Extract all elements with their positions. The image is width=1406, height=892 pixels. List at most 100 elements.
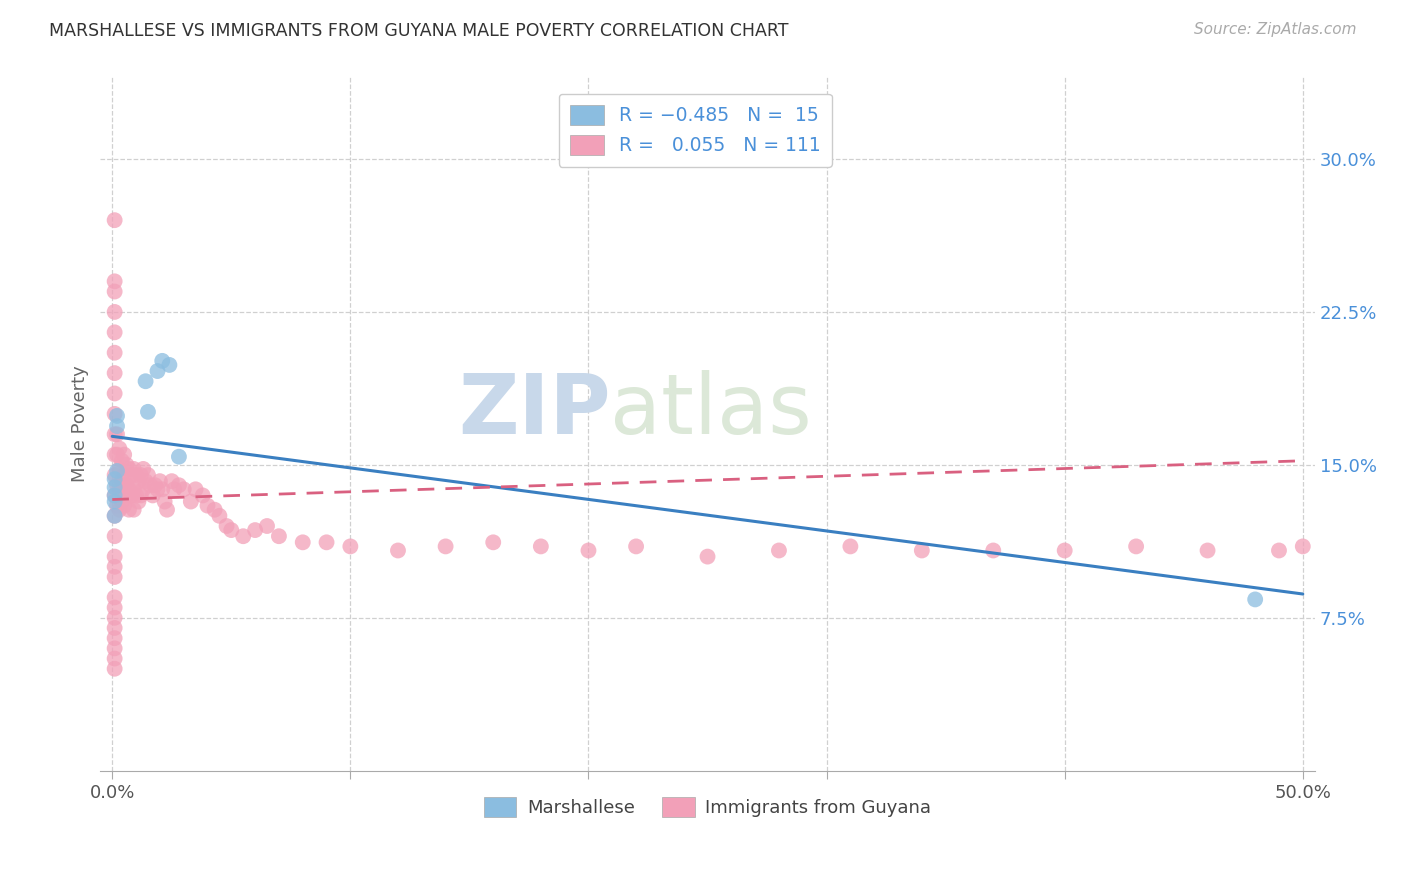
Point: [122, 462, 145, 476]
Point: [104, 508, 127, 523]
Point: [146, 483, 169, 497]
Point: [125, 468, 148, 483]
Point: [104, 651, 127, 665]
Point: [184, 483, 207, 497]
Point: [167, 478, 190, 492]
Point: [104, 641, 127, 656]
Point: [122, 502, 145, 516]
Point: [136, 468, 159, 483]
Text: atlas: atlas: [610, 369, 813, 450]
Point: [157, 358, 180, 372]
Text: MARSHALLESE VS IMMIGRANTS FROM GUYANA MALE POVERTY CORRELATION CHART: MARSHALLESE VS IMMIGRANTS FROM GUYANA MA…: [49, 22, 789, 40]
Point: [104, 480, 127, 494]
Point: [139, 478, 162, 492]
Point: [149, 474, 172, 488]
Point: [267, 529, 290, 543]
Point: [768, 543, 790, 558]
Point: [146, 364, 169, 378]
Point: [104, 494, 127, 508]
Point: [696, 549, 718, 564]
Point: [232, 529, 254, 543]
Point: [105, 478, 128, 492]
Point: [163, 483, 186, 497]
Point: [118, 483, 141, 497]
Point: [112, 448, 135, 462]
Point: [339, 540, 361, 554]
Text: ZIP: ZIP: [458, 369, 610, 450]
Point: [111, 474, 134, 488]
Point: [104, 488, 127, 502]
Point: [112, 499, 135, 513]
Point: [167, 450, 190, 464]
Point: [150, 354, 173, 368]
Point: [108, 462, 131, 476]
Point: [180, 494, 202, 508]
Point: [150, 483, 173, 497]
Point: [129, 488, 152, 502]
Point: [127, 474, 149, 488]
Point: [839, 540, 862, 554]
Point: [143, 478, 166, 492]
Point: [1125, 540, 1147, 554]
Point: [1268, 543, 1291, 558]
Point: [127, 494, 149, 508]
Text: Source: ZipAtlas.com: Source: ZipAtlas.com: [1194, 22, 1357, 37]
Point: [104, 591, 127, 605]
Point: [115, 458, 138, 472]
Point: [104, 448, 127, 462]
Point: [104, 468, 127, 483]
Point: [173, 483, 195, 497]
Point: [624, 540, 647, 554]
Point: [215, 519, 238, 533]
Point: [112, 468, 135, 483]
Point: [104, 305, 127, 319]
Point: [104, 285, 127, 299]
Point: [111, 494, 134, 508]
Point: [104, 611, 127, 625]
Point: [387, 543, 409, 558]
Point: [104, 570, 127, 584]
Point: [197, 499, 219, 513]
Point: [104, 600, 127, 615]
Point: [108, 483, 131, 497]
Point: [104, 621, 127, 635]
Point: [204, 502, 226, 516]
Point: [135, 474, 157, 488]
Point: [118, 502, 141, 516]
Point: [108, 442, 131, 456]
Point: [118, 462, 141, 476]
Point: [104, 508, 127, 523]
Point: [578, 543, 600, 558]
Point: [132, 483, 155, 497]
Point: [104, 631, 127, 645]
Point: [122, 483, 145, 497]
Point: [434, 540, 457, 554]
Point: [115, 488, 138, 502]
Point: [315, 535, 337, 549]
Y-axis label: Male Poverty: Male Poverty: [72, 366, 89, 483]
Point: [104, 213, 127, 227]
Point: [104, 427, 127, 442]
Point: [120, 468, 142, 483]
Legend: Marshallese, Immigrants from Guyana: Marshallese, Immigrants from Guyana: [477, 789, 939, 824]
Point: [105, 499, 128, 513]
Point: [104, 529, 127, 543]
Point: [256, 519, 278, 533]
Point: [111, 454, 134, 468]
Point: [136, 405, 159, 419]
Point: [104, 345, 127, 359]
Point: [115, 478, 138, 492]
Point: [104, 366, 127, 380]
Point: [104, 407, 127, 421]
Point: [104, 559, 127, 574]
Point: [105, 427, 128, 442]
Point: [1292, 540, 1315, 554]
Point: [1339, 543, 1361, 558]
Point: [105, 448, 128, 462]
Point: [142, 488, 165, 502]
Point: [156, 502, 179, 516]
Point: [104, 549, 127, 564]
Point: [482, 535, 505, 549]
Point: [153, 494, 176, 508]
Point: [104, 274, 127, 288]
